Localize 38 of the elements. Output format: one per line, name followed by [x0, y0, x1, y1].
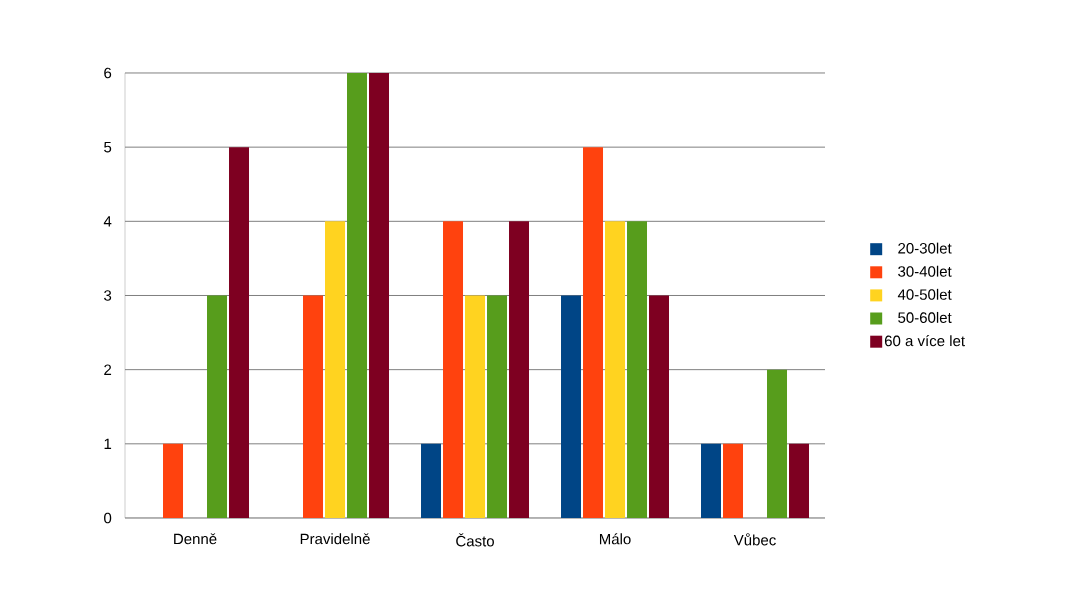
bar — [649, 295, 670, 518]
bar — [465, 295, 486, 518]
bar — [325, 221, 346, 518]
bar — [207, 295, 228, 518]
legend-label: 40-50let — [897, 288, 952, 300]
bar — [583, 147, 604, 518]
y-tick-label: 6 — [104, 67, 112, 79]
y-tick-label: 2 — [104, 364, 112, 375]
bar — [229, 147, 250, 518]
legend-label: 60 a více let — [884, 335, 965, 347]
legend-label: 50-60let — [898, 311, 952, 323]
bar — [347, 72, 368, 518]
bar — [767, 369, 788, 518]
bar — [369, 72, 390, 518]
bar — [487, 295, 508, 518]
x-tick-label: Vůbec — [733, 533, 776, 546]
bar — [723, 443, 744, 518]
x-tick-label: Denně — [174, 533, 217, 545]
bar — [509, 221, 530, 518]
x-tick-label: Často — [456, 533, 494, 547]
bar — [421, 443, 442, 518]
bar — [303, 295, 324, 518]
x-tick-label: Pravidelně — [300, 533, 370, 545]
bar — [789, 443, 810, 518]
bar — [701, 443, 722, 518]
bar — [561, 295, 582, 518]
y-tick-label: 5 — [104, 141, 112, 153]
x-tick-label: Málo — [599, 533, 631, 545]
bar — [605, 221, 626, 518]
y-tick-label: 4 — [103, 216, 112, 227]
bar — [443, 221, 464, 518]
y-tick-label: 3 — [104, 290, 112, 301]
legend-label: 30-40let — [898, 265, 952, 277]
y-tick-label: 0 — [104, 512, 112, 524]
bar — [627, 221, 648, 518]
y-tick-label: 1 — [104, 438, 112, 449]
legend-label: 20-30let — [898, 242, 952, 254]
bar — [163, 443, 184, 518]
